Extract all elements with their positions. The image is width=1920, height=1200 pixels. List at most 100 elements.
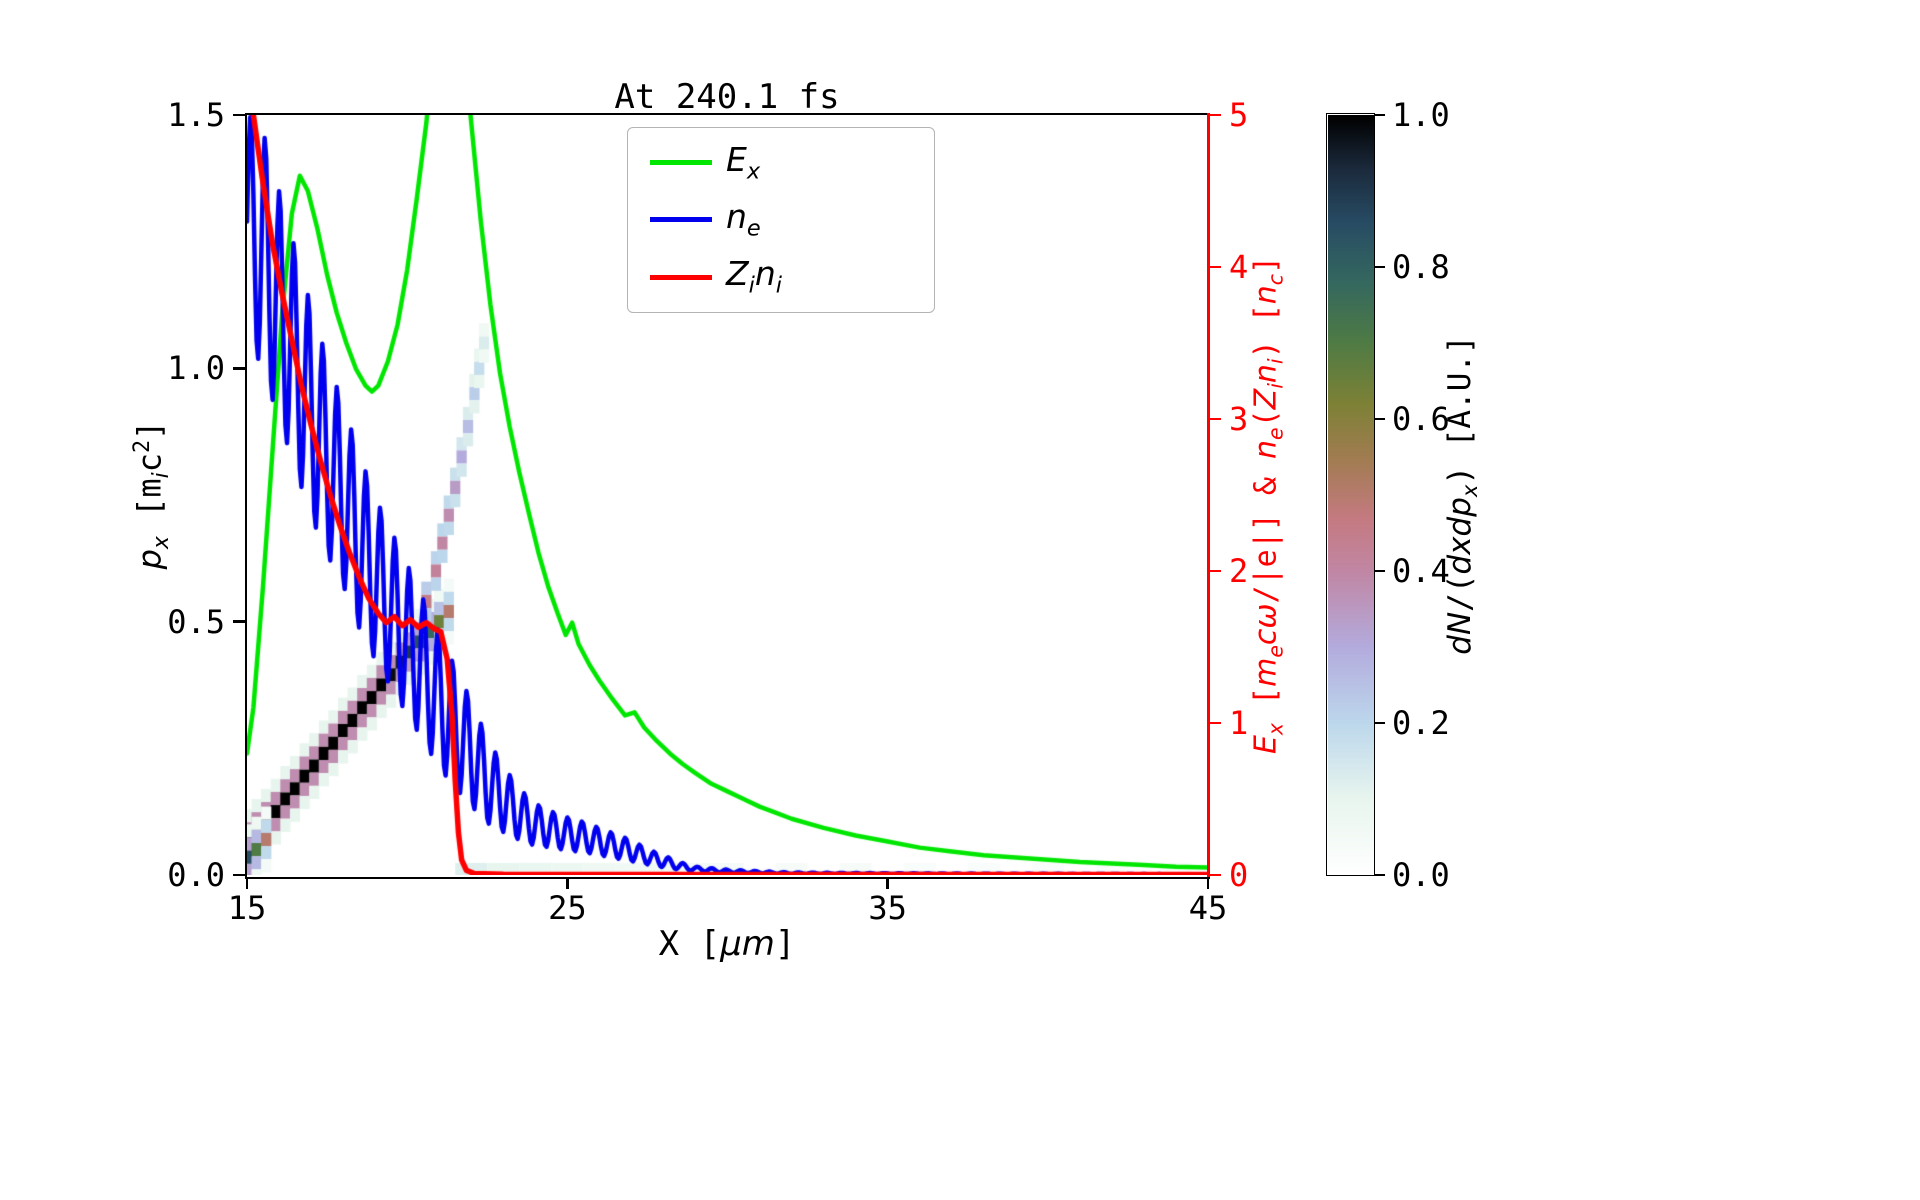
text-segment: n [754, 254, 776, 294]
text-segment: ] [1248, 255, 1284, 275]
left-tick-label: 1.5 [167, 96, 225, 134]
right-tick-mark [1209, 873, 1221, 877]
legend-item-ne: ne [628, 200, 934, 240]
x-tick-mark [1206, 877, 1210, 889]
text-segment: x [1457, 484, 1483, 498]
text-segment: E [726, 139, 747, 179]
right-tick-mark [1209, 265, 1221, 269]
right-tick-label: 1 [1229, 704, 1249, 742]
colorbar-tick-mark [1374, 721, 1385, 725]
x-tick-label: 45 [1188, 889, 1228, 927]
text-segment: i [775, 272, 782, 299]
zini-line-swatch [650, 274, 712, 280]
left-tick-label: 0.5 [167, 602, 225, 641]
legend-item-ex: Ex [628, 143, 934, 183]
right-tick-label: 3 [1229, 400, 1249, 438]
text-segment: E [1248, 735, 1284, 755]
ex-line-swatch [650, 160, 712, 166]
text-segment: p [130, 549, 169, 570]
right-tick-label: 5 [1229, 96, 1249, 134]
legend: Ex ne Zini [627, 127, 935, 313]
text-segment: x [746, 158, 761, 185]
text-segment: μm [720, 924, 775, 964]
left-tick-mark [233, 620, 245, 623]
legend-item-zini: Zini [628, 257, 934, 297]
left-tick-mark [233, 113, 245, 117]
colorbar-tick-mark [1374, 873, 1385, 877]
text-segment: dN [1441, 611, 1478, 655]
right-tick-mark [1209, 417, 1221, 421]
text-segment: X [ [658, 924, 721, 964]
legend-label-ex: Ex [726, 143, 760, 183]
x-tick-label: 25 [548, 889, 587, 927]
colorbar-tick-label: 0.8 [1392, 248, 1450, 286]
text-segment: i [1263, 358, 1288, 365]
right-tick-label: 4 [1229, 248, 1249, 286]
x-tick-mark [566, 877, 569, 889]
colorbar-gradient [1328, 115, 1374, 875]
text-segment: n [726, 196, 747, 236]
text-segment: ( [1248, 409, 1284, 428]
text-segment: dxdp [1441, 497, 1478, 575]
text-segment: e [1263, 645, 1288, 658]
colorbar-tick-mark [1374, 265, 1385, 269]
text-segment: c [1248, 628, 1284, 646]
text-segment: i [149, 472, 175, 479]
text-segment: 2 [129, 439, 155, 454]
legend-label-ne: ne [726, 200, 761, 240]
left-tick-mark [233, 873, 245, 877]
text-segment: ω [1248, 603, 1284, 629]
right-tick-mark [1209, 113, 1221, 117]
text-segment: ] [130, 420, 169, 440]
left-tick-mark [233, 367, 245, 370]
right-tick-label: 0 [1229, 856, 1249, 894]
text-segment: c [130, 453, 169, 473]
colorbar-label: dN/(dxdpx) [A.U.] [1442, 335, 1482, 654]
colorbar-tick-label: 0.6 [1392, 400, 1450, 438]
ne-line-swatch [650, 217, 712, 223]
colorbar-tick-label: 0.4 [1392, 552, 1450, 590]
text-segment: i [1263, 383, 1288, 389]
colorbar-tick-label: 1.0 [1392, 96, 1450, 134]
text-segment: x [149, 536, 175, 550]
text-segment: e [1263, 427, 1288, 440]
text-segment: ) [ [1248, 304, 1284, 359]
colorbar-tick-label: 0.2 [1392, 704, 1450, 742]
right-tick-mark [1209, 569, 1221, 573]
text-segment: n [1248, 439, 1284, 459]
text-segment: ] [774, 924, 796, 964]
text-segment: Z [726, 254, 749, 294]
colorbar-tick-mark [1374, 113, 1385, 117]
text-segment: Z [1248, 388, 1284, 410]
colorbar-tick-mark [1374, 569, 1385, 573]
text-segment: x [1263, 723, 1288, 736]
x-axis-label: X [μm] [659, 924, 796, 964]
text-segment: [ [1248, 686, 1284, 724]
text-segment: n [1248, 364, 1284, 384]
text-segment: /|e|] & [1248, 458, 1284, 604]
colorbar-tick-label: 0.0 [1392, 856, 1450, 894]
left-tick-label: 0.0 [167, 856, 225, 894]
text-segment: e [746, 215, 761, 242]
x-tick-mark [245, 877, 249, 889]
x-tick-mark [886, 877, 889, 889]
right-tick-label: 2 [1229, 552, 1249, 590]
text-segment: /( [1441, 574, 1478, 612]
right-axis-spine [1207, 113, 1210, 877]
y-axis-label-right: Ex [mecω/|e|] & ne(Zini) [nc] [1249, 256, 1288, 754]
x-tick-label: 35 [868, 889, 907, 927]
text-segment: m [1248, 657, 1284, 687]
plot-title: At 240.1 fs [614, 77, 840, 117]
text-segment: [m [130, 478, 169, 537]
text-segment: c [1263, 274, 1288, 286]
text-segment: ) [A.U.] [1441, 335, 1478, 485]
y-axis-label-left: px [mic2] [130, 421, 174, 570]
x-tick-label: 15 [227, 889, 267, 927]
right-tick-mark [1209, 721, 1221, 725]
legend-label-zini: Zini [726, 257, 782, 297]
colorbar-tick-mark [1374, 417, 1385, 421]
text-segment: n [1248, 285, 1284, 305]
left-tick-label: 1.0 [167, 349, 225, 388]
text-segment: i [748, 272, 755, 299]
